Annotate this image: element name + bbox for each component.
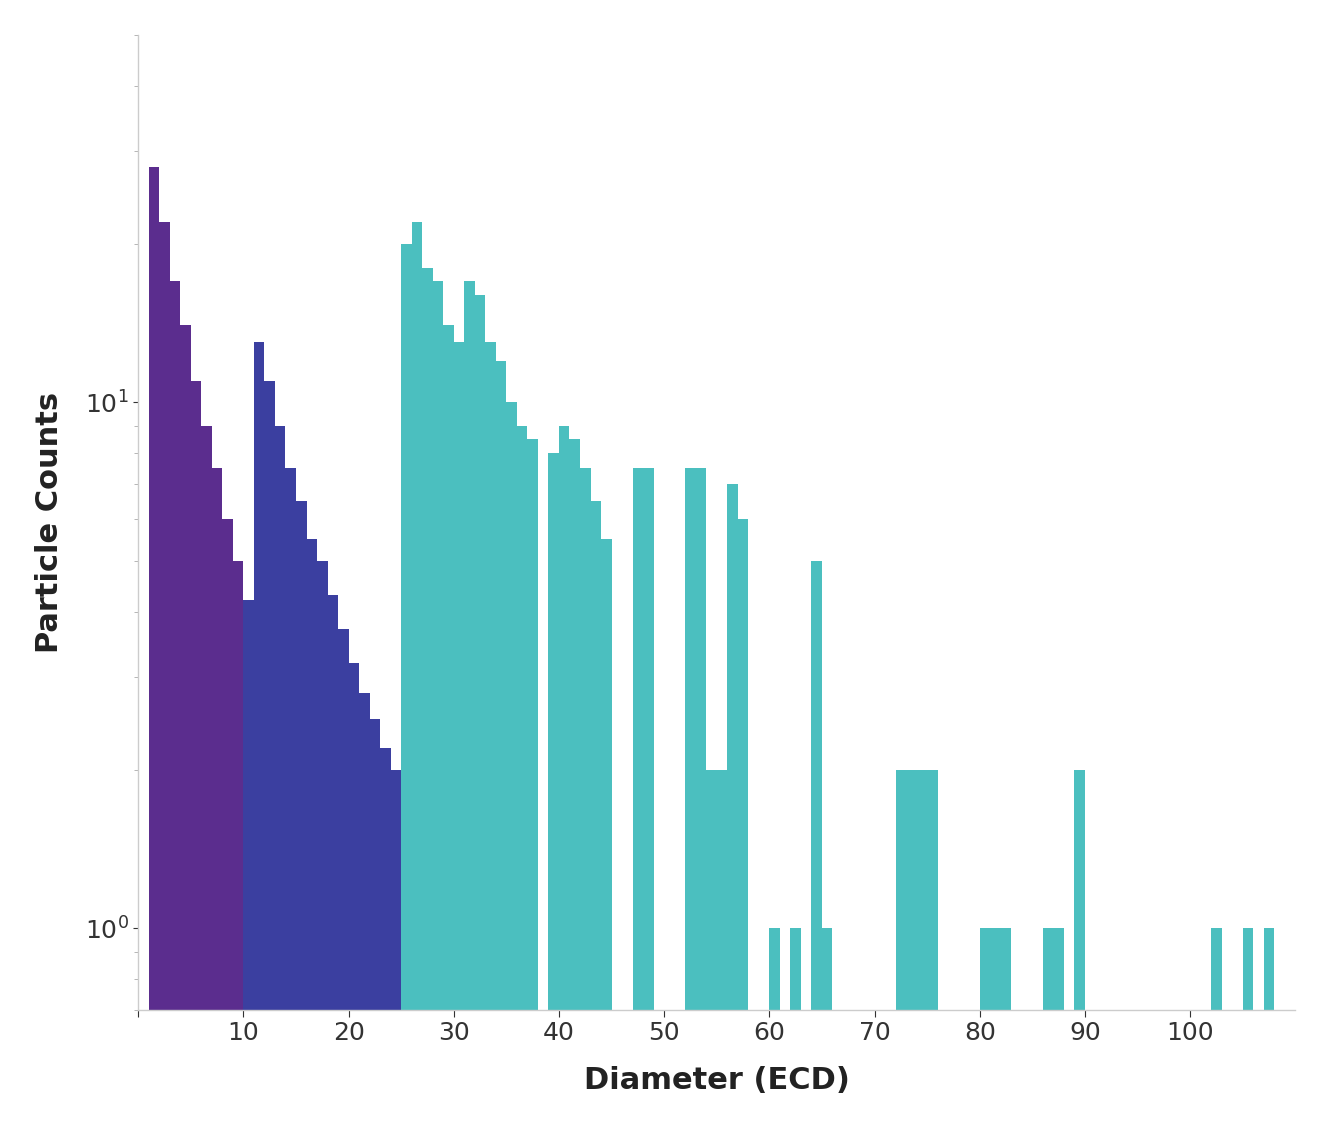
Bar: [170, 281, 181, 1130]
Bar: [916, 770, 927, 1130]
Bar: [412, 223, 422, 1130]
Bar: [559, 426, 569, 1130]
Bar: [297, 501, 306, 1130]
Bar: [348, 662, 359, 1130]
Bar: [359, 693, 370, 1130]
Bar: [211, 468, 222, 1130]
Bar: [496, 360, 507, 1130]
Bar: [633, 468, 644, 1130]
Bar: [370, 719, 380, 1130]
Bar: [380, 748, 391, 1130]
Bar: [517, 426, 528, 1130]
Bar: [601, 539, 612, 1130]
Bar: [991, 928, 1000, 1130]
Bar: [443, 325, 454, 1130]
Bar: [706, 770, 717, 1130]
Bar: [286, 468, 297, 1130]
Bar: [569, 440, 580, 1130]
X-axis label: Diameter (ECD): Diameter (ECD): [584, 1067, 850, 1095]
Bar: [769, 928, 779, 1130]
Bar: [507, 402, 517, 1130]
Bar: [927, 770, 938, 1130]
Bar: [233, 560, 243, 1130]
Bar: [1053, 928, 1064, 1130]
Bar: [685, 468, 696, 1130]
Bar: [160, 223, 170, 1130]
Bar: [696, 468, 706, 1130]
Bar: [243, 600, 254, 1130]
Bar: [738, 519, 749, 1130]
Bar: [432, 281, 443, 1130]
Bar: [327, 596, 338, 1130]
Bar: [149, 167, 160, 1130]
Bar: [1264, 928, 1274, 1130]
Bar: [265, 381, 275, 1130]
Bar: [1000, 928, 1011, 1130]
Bar: [822, 928, 833, 1130]
Bar: [580, 468, 591, 1130]
Bar: [1043, 928, 1053, 1130]
Bar: [391, 770, 402, 1130]
Bar: [475, 295, 485, 1130]
Bar: [306, 539, 317, 1130]
Bar: [317, 560, 327, 1130]
Bar: [201, 426, 211, 1130]
Bar: [338, 629, 348, 1130]
Bar: [790, 928, 801, 1130]
Bar: [402, 244, 412, 1130]
Bar: [728, 484, 738, 1130]
Bar: [181, 325, 190, 1130]
Bar: [591, 501, 601, 1130]
Bar: [190, 381, 201, 1130]
Bar: [548, 453, 559, 1130]
Bar: [1242, 928, 1253, 1130]
Bar: [906, 770, 916, 1130]
Bar: [811, 560, 822, 1130]
Bar: [422, 268, 432, 1130]
Bar: [1212, 928, 1222, 1130]
Bar: [254, 342, 265, 1130]
Bar: [644, 468, 653, 1130]
Bar: [528, 440, 537, 1130]
Bar: [895, 770, 906, 1130]
Bar: [222, 519, 233, 1130]
Bar: [717, 770, 728, 1130]
Bar: [980, 928, 991, 1130]
Bar: [1075, 770, 1085, 1130]
Y-axis label: Particle Counts: Particle Counts: [35, 392, 64, 653]
Bar: [464, 281, 475, 1130]
Bar: [485, 342, 496, 1130]
Bar: [275, 426, 286, 1130]
Bar: [454, 342, 464, 1130]
